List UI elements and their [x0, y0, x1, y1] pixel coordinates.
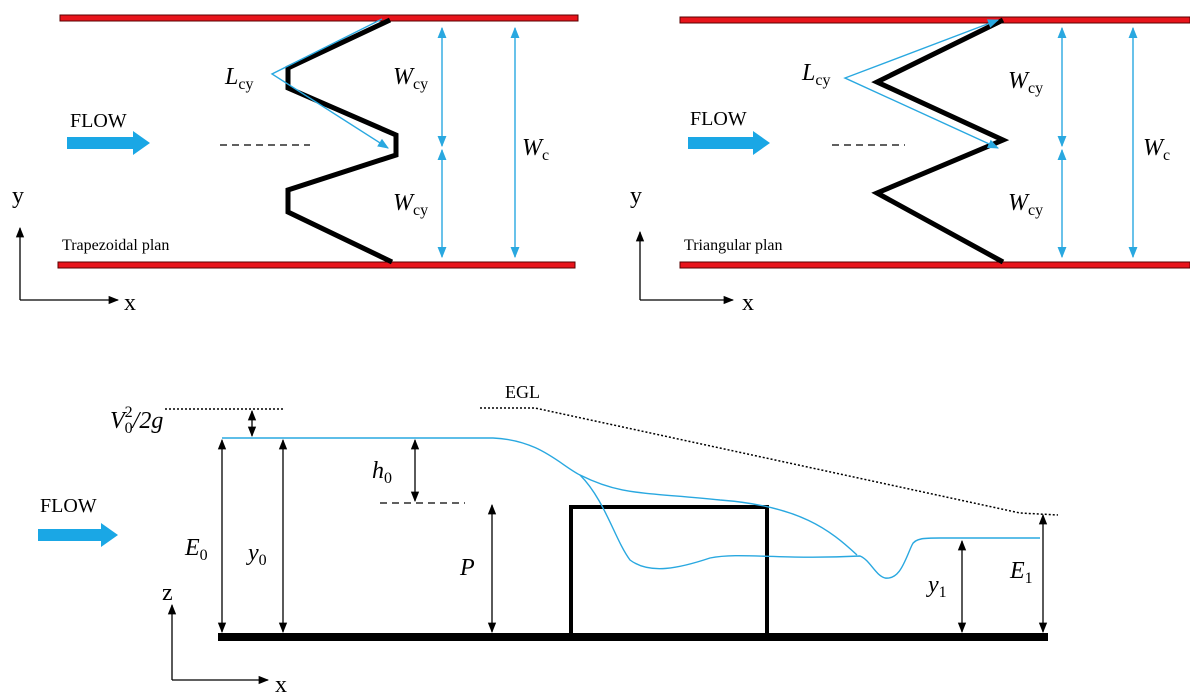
- label: x: [275, 672, 287, 695]
- label: Triangular plan: [684, 237, 783, 254]
- symbol-sub: cy: [1028, 80, 1043, 97]
- symbol-main: W: [393, 190, 415, 216]
- triangular-panel: [635, 16, 1190, 305]
- symbol-main: h: [372, 458, 384, 484]
- symbol-main: W: [1008, 190, 1030, 216]
- wall: [679, 16, 1190, 24]
- symbol: Wcy: [393, 190, 428, 219]
- symbol-sub: cy: [1028, 202, 1043, 219]
- symbol-sub: c: [1163, 147, 1170, 164]
- label: Trapezoidal plan: [62, 237, 169, 254]
- flow-arrow: [38, 523, 118, 547]
- flow-arrow: [688, 131, 770, 155]
- symbol: Lcy: [801, 60, 830, 89]
- label: FLOW: [690, 108, 747, 130]
- symbol-sub: 1: [1025, 570, 1033, 587]
- symbol-sub: 0: [259, 552, 267, 569]
- label: y: [630, 183, 642, 209]
- label: EGL: [505, 382, 540, 402]
- trapezoidal-panel: [15, 14, 579, 305]
- symbol: Wcy: [1008, 190, 1043, 219]
- symbol-main: y: [926, 572, 939, 598]
- symbol: Wcy: [1008, 68, 1043, 97]
- weir-block: [569, 505, 769, 639]
- flow-arrow: [67, 131, 150, 155]
- symbol-main: E: [1009, 558, 1025, 584]
- symbol: E1: [1009, 558, 1033, 587]
- length-line: [270, 18, 389, 149]
- symbol: Lcy: [224, 64, 253, 93]
- symbol: y1: [926, 572, 947, 601]
- wall: [59, 14, 579, 22]
- symbol-main: P: [459, 555, 475, 581]
- symbol: E0: [184, 535, 208, 564]
- length-line: [843, 19, 1000, 149]
- symbol-main: W: [393, 64, 415, 90]
- profile-panel: [38, 407, 1059, 685]
- symbol: Wc: [1143, 135, 1170, 164]
- symbol-sub: 0: [384, 470, 392, 487]
- label: FLOW: [70, 110, 127, 132]
- symbol-main: W: [522, 135, 544, 161]
- weir: [285, 17, 399, 265]
- label: y: [12, 183, 24, 209]
- symbol-main: E: [184, 535, 200, 561]
- symbol: Wcy: [393, 64, 428, 93]
- label: x: [742, 290, 754, 316]
- symbol-sub: cy: [413, 202, 428, 219]
- water-surface: [222, 437, 858, 556]
- symbol-sub: cy: [815, 72, 830, 89]
- symbol: y0: [246, 540, 267, 569]
- symbol-main: L: [224, 64, 238, 90]
- symbol-main: W: [1143, 135, 1165, 161]
- symbol: Wc: [522, 135, 549, 164]
- symbol-main: V: [110, 408, 127, 434]
- symbol-sub: c: [542, 147, 549, 164]
- symbol-main: W: [1008, 68, 1030, 94]
- symbol-sub: cy: [238, 76, 253, 93]
- label: z: [162, 580, 173, 606]
- symbol-sub: 0: [125, 420, 133, 437]
- symbol: P: [459, 555, 475, 581]
- symbol: V02/2g: [110, 404, 163, 437]
- symbol-rest: /2g: [131, 408, 164, 434]
- label: FLOW: [40, 495, 97, 517]
- wall: [57, 261, 576, 269]
- label: x: [124, 290, 136, 316]
- symbol-sub: cy: [413, 76, 428, 93]
- symbol-main: y: [246, 540, 259, 566]
- symbol: h0: [372, 458, 392, 487]
- nappe: [579, 474, 1040, 579]
- symbol-sub: 0: [200, 547, 208, 564]
- symbol-sub: 1: [939, 584, 947, 601]
- egl-line: [480, 407, 1059, 516]
- symbol-main: L: [801, 60, 815, 86]
- wall: [679, 261, 1190, 269]
- weir: [871, 17, 1010, 265]
- symbol-sup: 2: [125, 404, 133, 421]
